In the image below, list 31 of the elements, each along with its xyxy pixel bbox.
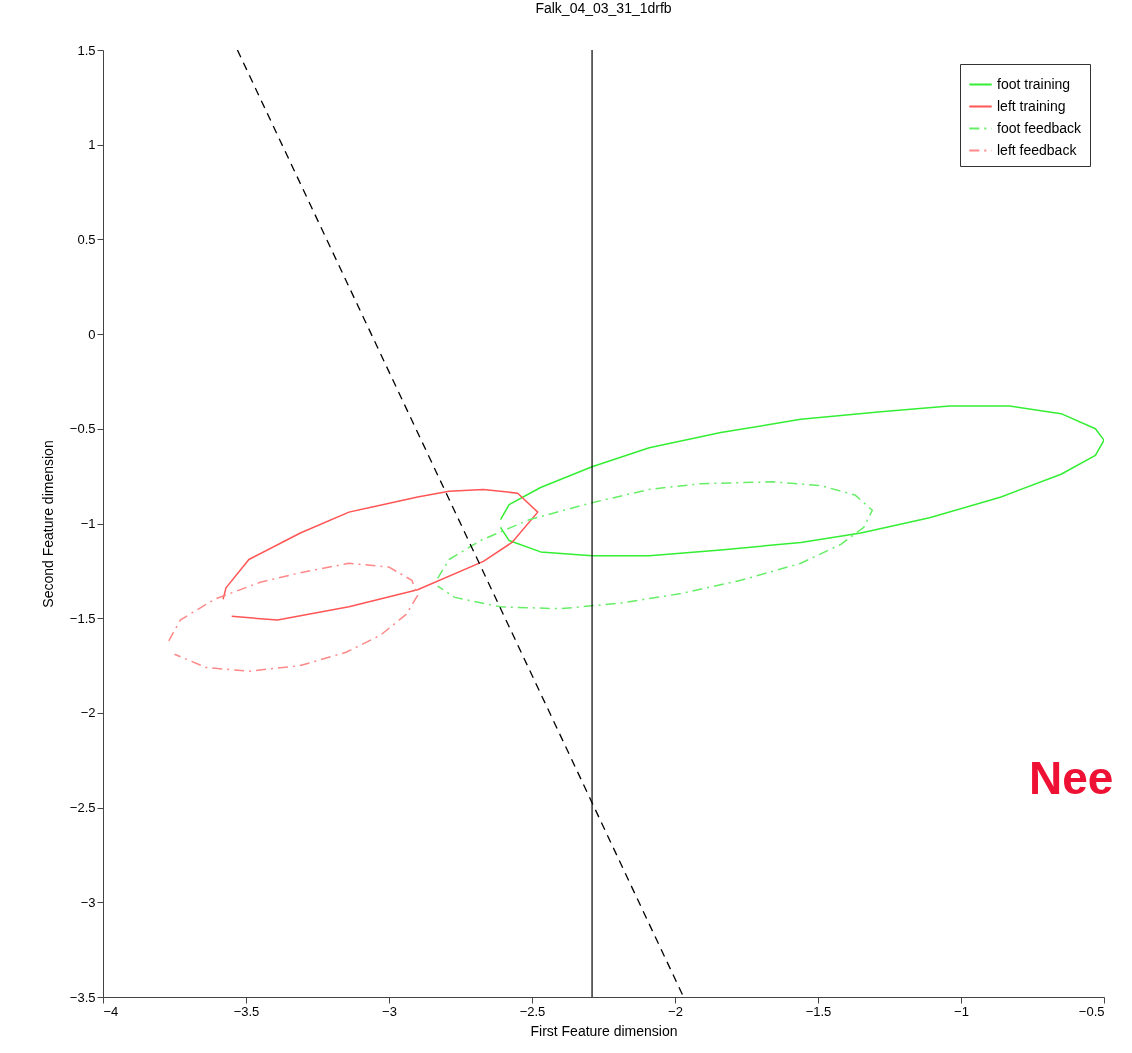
line-series: [436, 481, 874, 610]
x-tick-label: −0.5: [1078, 1003, 1105, 1019]
chart-title: Falk_04_03_31_1drfb: [535, 0, 672, 16]
line-series: [222, 488, 539, 621]
y-tick-label: −2.5: [69, 800, 96, 816]
x-tick-label: −3.5: [233, 1003, 260, 1019]
y-tick-label: −1: [80, 516, 96, 531]
line-series: [499, 405, 1104, 557]
y-axis-title: Second Feature dimension: [39, 440, 56, 608]
x-tick-label: −3: [382, 1003, 397, 1019]
y-tick-label: 0: [88, 326, 96, 342]
x-axis-title: First Feature dimension: [530, 1022, 678, 1039]
legend-label: foot training: [997, 75, 1071, 92]
x-tick-label: −1: [954, 1003, 969, 1019]
legend-label: foot feedback: [997, 119, 1083, 136]
y-tick-label: −1.5: [69, 610, 96, 626]
y-tick-label: −3: [80, 894, 96, 910]
y-tick-label: −3.5: [69, 989, 96, 1005]
y-tick-label: 0.5: [77, 231, 96, 247]
x-tick-label: −1.5: [805, 1003, 832, 1019]
y-tick-label: −0.5: [69, 421, 96, 437]
x-tick-label: −4: [103, 1003, 119, 1019]
y-tick-label: −2: [80, 705, 96, 721]
legend-label: left feedback: [997, 141, 1078, 158]
line-series: [168, 562, 419, 672]
legend-label: left training: [997, 97, 1066, 114]
y-tick-label: 1.5: [77, 42, 96, 58]
y-tick-label: 1: [88, 137, 96, 153]
x-tick-label: −2: [668, 1003, 683, 1019]
annotation: Nee: [1029, 752, 1114, 804]
x-tick-label: −2.5: [519, 1003, 546, 1019]
